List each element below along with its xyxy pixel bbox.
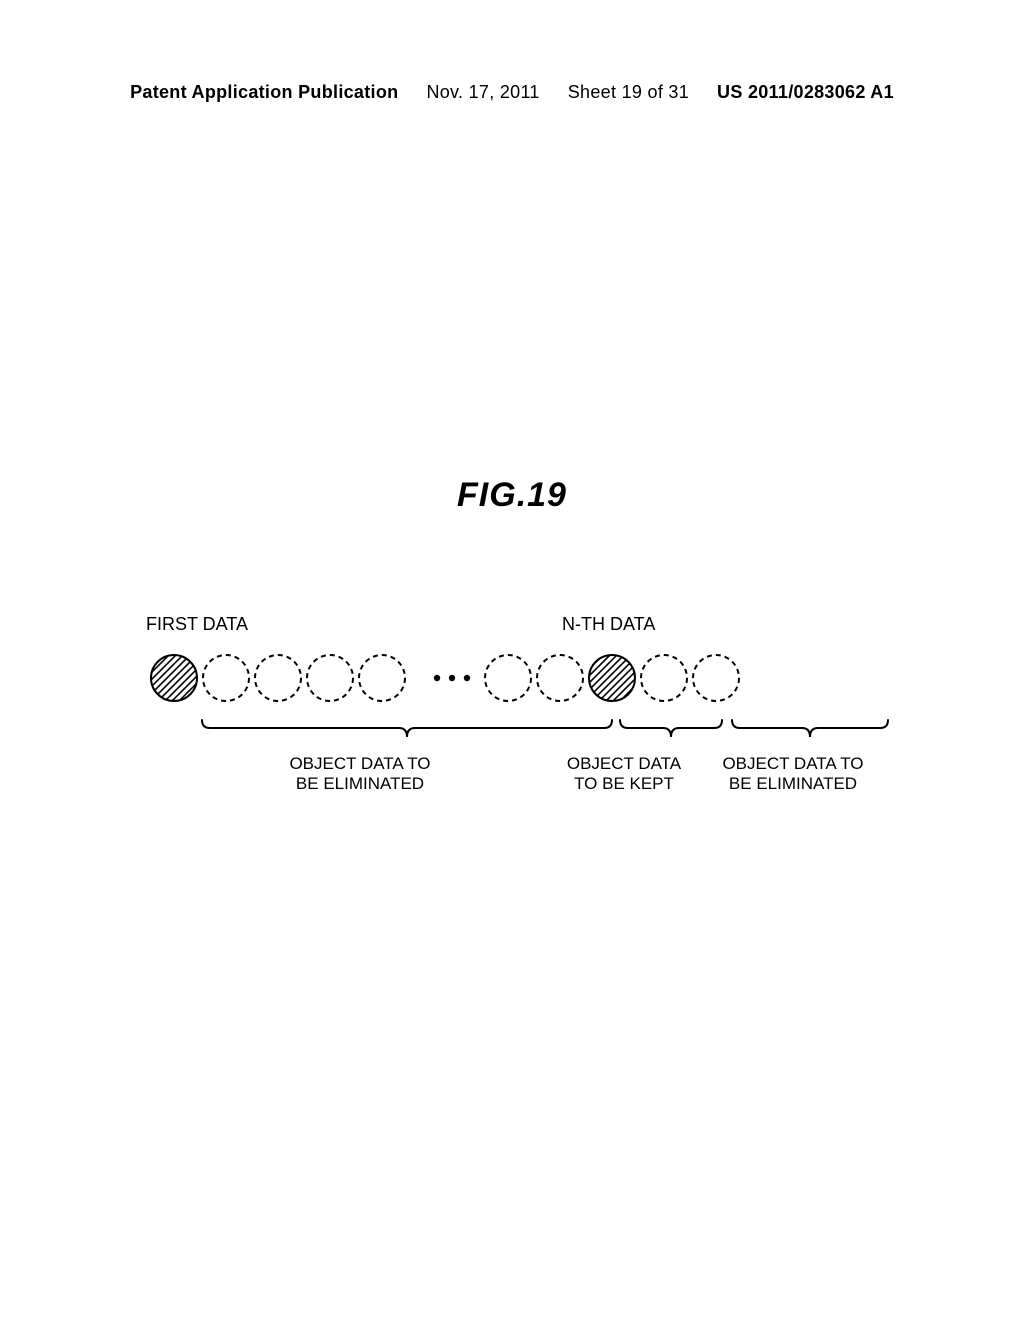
label-group-kept: OBJECT DATA TO BE KEPT	[554, 754, 694, 793]
header-date: Nov. 17, 2011	[426, 82, 539, 103]
label-group-eliminated-right: OBJECT DATA TO BE ELIMINATED	[708, 754, 878, 793]
page-header: Patent Application Publication Nov. 17, …	[0, 82, 1024, 103]
label-line: BE ELIMINATED	[708, 774, 878, 794]
label-line: BE ELIMINATED	[260, 774, 460, 794]
figure-title: FIG.19	[0, 476, 1024, 515]
circle-row-diagram	[148, 648, 890, 708]
label-group-eliminated-left: OBJECT DATA TO BE ELIMINATED	[260, 754, 460, 793]
header-row: Patent Application Publication Nov. 17, …	[130, 82, 894, 103]
label-nth-data: N-TH DATA	[562, 614, 655, 635]
label-line: OBJECT DATA TO	[260, 754, 460, 774]
label-first-data: FIRST DATA	[146, 614, 248, 635]
label-line: OBJECT DATA TO	[708, 754, 878, 774]
braces-svg	[148, 712, 890, 748]
header-sheet: Sheet 19 of 31	[568, 82, 689, 103]
header-pub-number: US 2011/0283062 A1	[717, 82, 894, 103]
diagram-svg	[148, 648, 890, 708]
label-line: OBJECT DATA	[554, 754, 694, 774]
brace-row	[148, 712, 890, 748]
label-line: TO BE KEPT	[554, 774, 694, 794]
header-publication-label: Patent Application Publication	[130, 82, 398, 103]
page: Patent Application Publication Nov. 17, …	[0, 0, 1024, 1320]
